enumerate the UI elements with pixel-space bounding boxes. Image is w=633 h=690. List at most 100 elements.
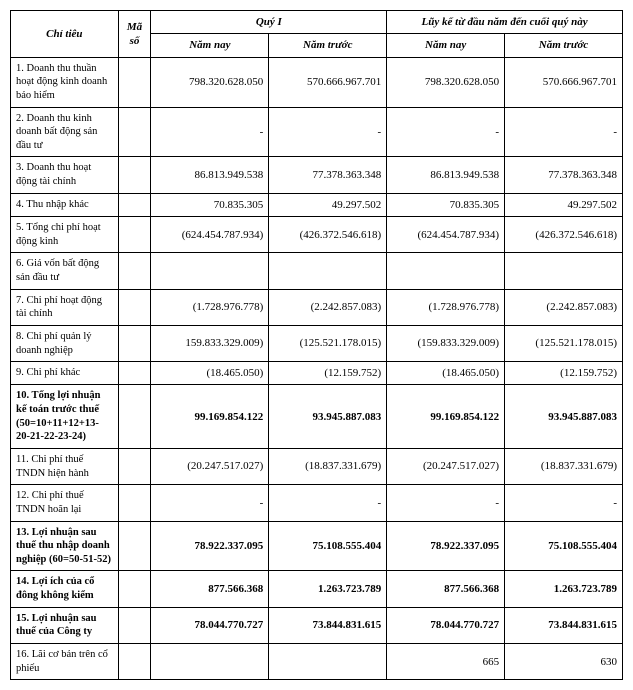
table-row: 8. Chi phí quản lý doanh nghiệp 159.833.3… [11,325,623,361]
row-value: 75.108.555.404 [269,521,387,571]
row-value: - [387,485,505,521]
row-value: 49.297.502 [269,193,387,216]
row-value: (12.159.752) [505,362,623,385]
row-label: 13. Lợi nhuận sau thuế thu nhập doanh ng… [11,521,119,571]
table-row: 16. Lãi cơ bản trên cổ phiếu 665630 [11,644,623,680]
row-value: - [505,107,623,157]
financial-table: Chỉ tiêu Mã số Quý I Lũy kế từ đầu năm đ… [10,10,623,680]
row-value [269,253,387,289]
row-value: (18.837.331.679) [505,449,623,485]
table-row: 3. Doanh thu hoạt động tài chính 86.813.9… [11,157,623,193]
row-value: 70.835.305 [151,193,269,216]
table-row: 6. Giá vốn bất động sản đầu tư [11,253,623,289]
row-maso [118,253,151,289]
row-maso [118,571,151,607]
row-value: 798.320.628.050 [151,57,269,107]
row-value: (624.454.787.934) [151,217,269,253]
table-row: 15. Lợi nhuận sau thuế của Công ty 78.044… [11,607,623,643]
row-maso [118,521,151,571]
row-value: 78.044.770.727 [151,607,269,643]
row-value: 1.263.723.789 [269,571,387,607]
row-value: - [505,485,623,521]
row-value: 75.108.555.404 [505,521,623,571]
table-body: 1. Doanh thu thuần hoạt động kinh doanh … [11,57,623,680]
row-label: 9. Chi phí khác [11,362,119,385]
row-value: (18.465.050) [387,362,505,385]
row-value: (20.247.517.027) [387,449,505,485]
row-maso [118,289,151,325]
row-value: 86.813.949.538 [387,157,505,193]
header-maso: Mã số [118,11,151,58]
row-value: 78.044.770.727 [387,607,505,643]
row-value: 86.813.949.538 [151,157,269,193]
row-value: 77.378.363.348 [269,157,387,193]
row-value: 73.844.831.615 [505,607,623,643]
row-label: 8. Chi phí quản lý doanh nghiệp [11,325,119,361]
header-quy1: Quý I [151,11,387,34]
row-value: - [151,485,269,521]
row-maso [118,385,151,449]
table-row: 4. Thu nhập khác70.835.30549.297.50270.8… [11,193,623,216]
row-value: 630 [505,644,623,680]
row-maso [118,157,151,193]
row-maso [118,325,151,361]
row-label: 1. Doanh thu thuần hoạt động kinh doanh … [11,57,119,107]
row-label: 5. Tổng chi phí hoạt động kinh [11,217,119,253]
row-value [151,644,269,680]
row-label: 14. Lợi ích của cổ đông không kiểm [11,571,119,607]
header-luyke: Lũy kế từ đầu năm đến cuối quý này [387,11,623,34]
header-chitieu: Chỉ tiêu [11,11,119,58]
row-value: 93.945.887.083 [269,385,387,449]
table-row: 2. Doanh thu kinh doanh bất động sản đầu… [11,107,623,157]
row-value [505,253,623,289]
table-row: 7. Chi phí hoạt động tài chính (1.728.976… [11,289,623,325]
row-label: 16. Lãi cơ bản trên cổ phiếu [11,644,119,680]
row-value: 665 [387,644,505,680]
table-row: 13. Lợi nhuận sau thuế thu nhập doanh ng… [11,521,623,571]
row-value [269,644,387,680]
row-value: 78.922.337.095 [151,521,269,571]
row-value: (426.372.546.618) [505,217,623,253]
row-value: (125.521.178.015) [269,325,387,361]
row-value: (1.728.976.778) [151,289,269,325]
row-maso [118,217,151,253]
row-maso [118,107,151,157]
row-value: (159.833.329.009) [387,325,505,361]
row-label: 7. Chi phí hoạt động tài chính [11,289,119,325]
row-value: - [151,107,269,157]
row-label: 15. Lợi nhuận sau thuế của Công ty [11,607,119,643]
header-q-namnay: Năm nay [151,34,269,57]
row-value: (2.242.857.083) [505,289,623,325]
row-value: 77.378.363.348 [505,157,623,193]
row-value: (18.465.050) [151,362,269,385]
row-label: 2. Doanh thu kinh doanh bất động sản đầu… [11,107,119,157]
row-value: 877.566.368 [151,571,269,607]
row-label: 3. Doanh thu hoạt động tài chính [11,157,119,193]
row-value: 99.169.854.122 [387,385,505,449]
table-row: 9. Chi phí khác(18.465.050)(12.159.752)(… [11,362,623,385]
table-row: 5. Tổng chi phí hoạt động kinh (624.454.7… [11,217,623,253]
row-maso [118,193,151,216]
row-maso [118,362,151,385]
row-maso [118,607,151,643]
row-value: (426.372.546.618) [269,217,387,253]
row-value: (624.454.787.934) [387,217,505,253]
row-value: (18.837.331.679) [269,449,387,485]
row-value: 78.922.337.095 [387,521,505,571]
row-value: 159.833.329.009) [151,325,269,361]
row-value [387,253,505,289]
row-label: 11. Chi phí thuế TNDN hiện hành [11,449,119,485]
row-maso [118,449,151,485]
table-row: 12. Chi phí thuế TNDN hoãn lại---- [11,485,623,521]
header-l-namnay: Năm nay [387,34,505,57]
row-label: 10. Tổng lợi nhuận kế toán trước thuế (5… [11,385,119,449]
row-value: 93.945.887.083 [505,385,623,449]
table-header: Chỉ tiêu Mã số Quý I Lũy kế từ đầu năm đ… [11,11,623,58]
row-value: (20.247.517.027) [151,449,269,485]
row-value: 73.844.831.615 [269,607,387,643]
header-l-namtruoc: Năm trước [505,34,623,57]
table-row: 11. Chi phí thuế TNDN hiện hành (20.247.5… [11,449,623,485]
row-value [151,253,269,289]
row-value: (125.521.178.015) [505,325,623,361]
row-value: (12.159.752) [269,362,387,385]
